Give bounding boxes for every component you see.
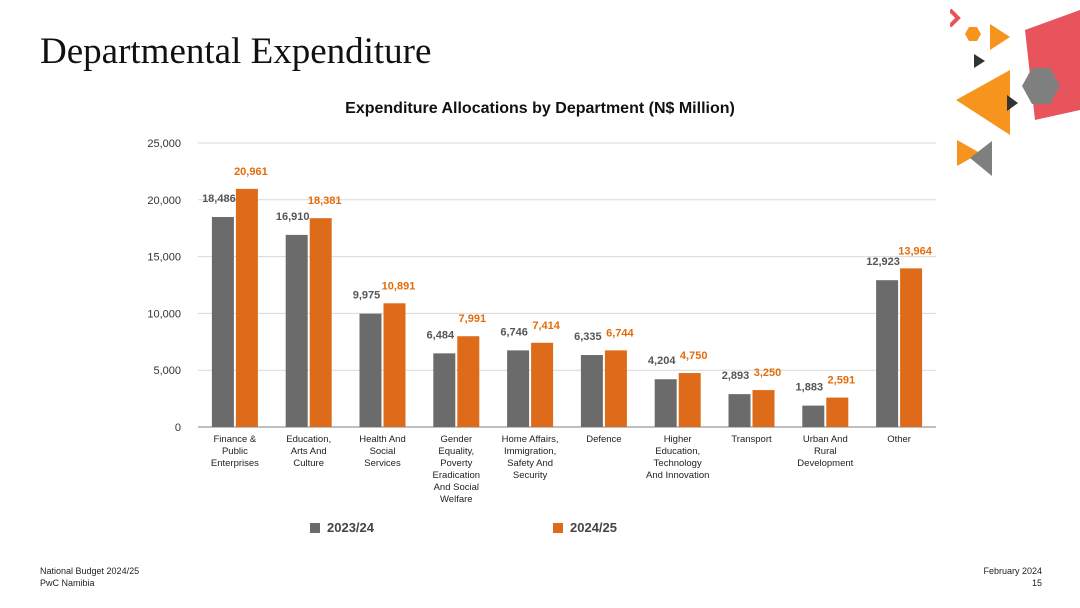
bar-2024 — [900, 268, 923, 427]
bar-2023 — [876, 280, 899, 427]
chevron-decor-icon — [950, 8, 961, 28]
x-tick-label: Finance & Public Enterprises — [211, 434, 259, 469]
y-tick-label: 5,000 — [153, 365, 181, 377]
hexagon-small-decor-icon — [965, 27, 981, 41]
bar-2023 — [728, 394, 751, 427]
bar-2023 — [802, 405, 825, 427]
y-tick-label: 15,000 — [147, 252, 181, 264]
y-tick-label: 25,000 — [147, 138, 181, 150]
legend-label-2024: 2024/25 — [570, 520, 617, 535]
y-tick-label: 0 — [175, 422, 181, 434]
data-label-2024: 7,991 — [459, 313, 487, 325]
footer-company-label: PwC Namibia — [40, 578, 95, 588]
data-label-2024: 3,250 — [754, 367, 782, 379]
bar-2023 — [580, 355, 603, 427]
legend-item-2024: 2024/25 — [553, 520, 617, 535]
decorative-shapes — [950, 8, 1080, 176]
y-tick-label: 10,000 — [147, 308, 181, 320]
x-tick-label: Health And Social Services — [359, 434, 405, 469]
data-label-2023: 12,923 — [866, 256, 900, 268]
legend-label-2023: 2023/24 — [327, 520, 374, 535]
x-tick-label: Urban And Rural Development — [797, 434, 853, 469]
triangle-top-decor-icon — [990, 24, 1010, 50]
gray-small-triangle-decor-icon — [970, 141, 992, 176]
footer-right: February 2024 15 — [983, 565, 1042, 589]
data-label-2023: 1,883 — [796, 382, 824, 394]
bar-2024 — [604, 350, 627, 427]
y-tick-label: 20,000 — [147, 195, 181, 207]
footer-budget-label: National Budget 2024/25 — [40, 566, 140, 576]
footer-left: National Budget 2024/25 PwC Namibia — [40, 565, 139, 589]
legend-swatch-2023 — [310, 522, 320, 533]
data-label-2023: 2,893 — [722, 370, 750, 382]
data-label-2024: 4,750 — [680, 350, 708, 362]
play-triangle-2-decor-icon — [1007, 95, 1018, 111]
bar-2023 — [433, 353, 456, 427]
x-tick-label: Home Affairs, Immigration, Safety And Secur… — [502, 434, 559, 481]
x-tick-label: Defence — [586, 434, 621, 445]
x-tick-label: Transport — [731, 434, 772, 445]
expenditure-bar-chart: 0 5,000 10,000 15,000 20,000 25,000 18,486 20,9… — [147, 138, 936, 505]
bar-2024 — [457, 336, 480, 427]
bar-2024 — [235, 188, 258, 427]
legend-swatch-2024 — [553, 522, 563, 533]
footer-page-number: 15 — [1031, 578, 1042, 588]
legend-item-2023: 2023/24 — [310, 520, 374, 535]
bar-2024 — [383, 303, 406, 427]
x-tick-label: Education, Arts And Culture — [286, 434, 331, 469]
chart-title: Expenditure Allocations by Department (N… — [345, 100, 735, 117]
bar-2024 — [531, 342, 554, 427]
data-label-2023: 6,484 — [427, 329, 455, 341]
play-triangle-decor-icon — [974, 54, 985, 68]
data-label-2024: 20,961 — [234, 166, 268, 178]
bar-2024 — [678, 373, 701, 427]
bar-2023 — [507, 350, 530, 427]
bar-2023 — [285, 234, 308, 427]
hexagon-gray-decor-icon — [1022, 68, 1060, 104]
data-label-2023: 18,486 — [202, 193, 236, 205]
orange-small-triangle-decor-icon — [957, 140, 980, 166]
data-label-2024: 13,964 — [898, 245, 933, 257]
x-tick-label: Gender Equality, Poverty Eradication And Soc… — [433, 434, 481, 505]
data-label-2024: 7,414 — [532, 320, 560, 332]
footer-date-label: February 2024 — [983, 566, 1042, 576]
bar-2023 — [654, 379, 677, 427]
x-tick-label: Higher Education, Technology And Innovation — [646, 434, 709, 481]
bar-2024 — [309, 218, 332, 427]
data-label-2023: 9,975 — [353, 290, 381, 302]
slide-title: Departmental Expenditure — [40, 31, 432, 72]
bar-2023 — [211, 216, 234, 427]
data-label-2024: 2,591 — [828, 375, 856, 387]
bar-2024 — [752, 390, 775, 427]
data-label-2023: 6,746 — [500, 326, 528, 338]
data-label-2024: 6,744 — [606, 327, 634, 339]
data-label-2023: 6,335 — [574, 331, 602, 343]
bar-2023 — [359, 313, 382, 427]
bar-2024 — [826, 397, 849, 427]
orange-triangle-decor-icon — [956, 70, 1010, 135]
data-label-2024: 18,381 — [308, 195, 342, 207]
data-label-2023: 4,204 — [648, 355, 676, 367]
x-tick-label: Other — [887, 434, 911, 445]
data-label-2024: 10,891 — [382, 280, 416, 292]
data-label-2023: 16,910 — [276, 211, 310, 223]
